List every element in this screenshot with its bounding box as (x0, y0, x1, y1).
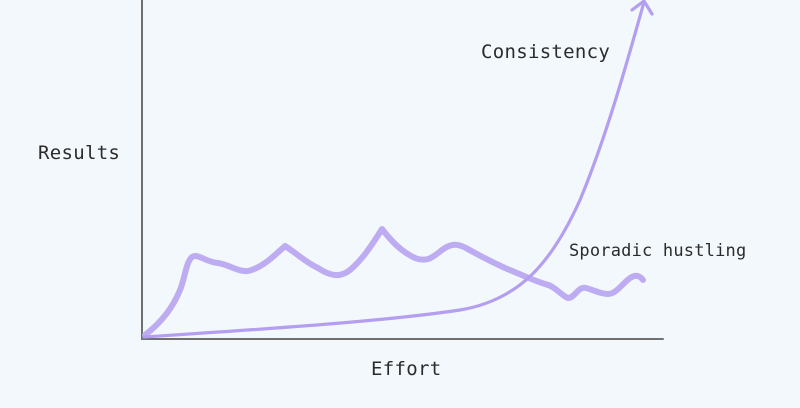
consistency-label: Consistency (481, 41, 610, 63)
axes (141, 0, 664, 340)
sporadic-hustling-label: Sporadic hustling (569, 241, 746, 261)
sporadic-hustling-curve (142, 226, 646, 338)
consistency-curve (142, 0, 646, 339)
y-axis-label: Results (38, 142, 120, 164)
x-axis-label: Effort (371, 358, 441, 380)
consistency-arrowhead (630, 0, 654, 16)
